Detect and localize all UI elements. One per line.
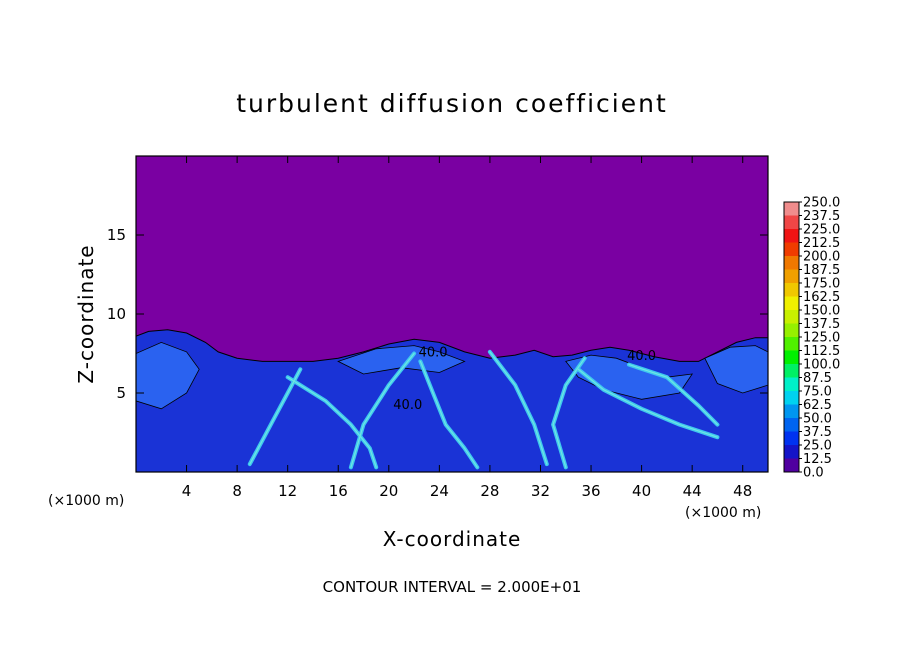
x-tick-label: 8	[232, 482, 242, 500]
y-tick-label: 10	[107, 305, 126, 323]
x-tick-label: 20	[379, 482, 398, 500]
mid-value-region	[565, 354, 694, 400]
x-tick-label: 48	[733, 482, 752, 500]
y-axis-ticks: 5 10 15	[107, 226, 768, 402]
x-tick-label: 12	[278, 482, 297, 500]
colorbar-level-label: 87.5	[803, 371, 832, 386]
peak-value-strand	[249, 368, 301, 465]
diffusion-field	[136, 329, 768, 472]
chart-title: turbulent diffusion coefficient	[236, 89, 668, 118]
colorbar: 250.0237.5225.0212.5200.0187.5175.0162.5…	[783, 196, 840, 481]
x-tick-label: 36	[581, 482, 600, 500]
colorbar-swatch	[784, 202, 799, 216]
x-right-unit-label: (×1000 m)	[685, 505, 761, 521]
x-tick-label: 40	[632, 482, 651, 500]
colorbar-level-label: 175.0	[803, 277, 840, 292]
y-tick-label: 5	[116, 384, 126, 402]
colorbar-swatch	[784, 269, 799, 284]
x-tick-label: 24	[430, 482, 449, 500]
colorbar-swatch	[784, 431, 799, 446]
colorbar-swatch	[784, 377, 799, 392]
contour-label: 40.0	[419, 346, 448, 361]
peak-value-strand	[419, 360, 478, 468]
colorbar-swatch	[784, 256, 799, 270]
colorbar-level-label: 50.0	[803, 412, 832, 427]
colorbar-level-label: 200.0	[803, 250, 840, 265]
y-axis-label: Z-coordinate	[74, 244, 98, 383]
colorbar-swatch	[784, 283, 799, 297]
colorbar-swatch	[784, 350, 799, 365]
colorbar-level-label: 237.5	[803, 209, 840, 224]
colorbar-level-label: 62.5	[803, 398, 832, 413]
colorbar-level-label: 37.5	[803, 425, 832, 440]
colorbar-level-label: 125.0	[803, 331, 840, 346]
colorbar-level-label: 112.5	[803, 344, 840, 359]
colorbar-swatch	[784, 404, 799, 419]
colorbar-swatch	[784, 323, 799, 338]
peak-value-strand	[350, 352, 415, 468]
colorbar-swatch	[784, 391, 799, 405]
colorbar-swatch	[784, 445, 799, 459]
colorbar-swatch	[784, 310, 799, 324]
x-axis-ticks: 4 8 12 16 20 24 28 32 36 40 44 48	[182, 156, 752, 500]
peak-value-strand	[489, 351, 548, 465]
x-tick-label: 28	[480, 482, 499, 500]
x-tick-label: 44	[683, 482, 702, 500]
colorbar-swatch	[784, 296, 799, 311]
colorbar-swatch	[784, 215, 799, 230]
plot-area: 40.040.040.0 4 8 12 16 20 24 28 32 36 40 44 48 5101…	[107, 155, 769, 500]
colorbar-level-label: 250.0	[803, 196, 840, 211]
peak-value-strand	[577, 368, 718, 438]
mid-value-region	[704, 345, 768, 394]
colorbar-level-label: 12.5	[803, 452, 832, 467]
contour-label: 40.0	[393, 398, 422, 413]
colorbar-level-label: 100.0	[803, 358, 840, 373]
contour-labels: 40.0 40.0 40.0	[393, 346, 656, 413]
x-axis-label: X-coordinate	[383, 527, 522, 551]
colorbar-level-label: 0.0	[803, 466, 824, 481]
colorbar-swatch	[784, 229, 799, 243]
x-tick-label: 32	[531, 482, 550, 500]
colorbar-swatch	[784, 458, 799, 473]
contour-label: 40.0	[627, 349, 656, 364]
colorbar-swatch	[784, 418, 799, 432]
peak-value-strand	[287, 376, 377, 468]
colorbar-level-label: 25.0	[803, 439, 832, 454]
x-left-unit-label: (×1000 m)	[48, 493, 124, 509]
y-tick-label: 15	[107, 226, 126, 244]
colorbar-level-label: 75.0	[803, 385, 832, 400]
x-tick-label: 16	[329, 482, 348, 500]
mid-value-region	[136, 341, 200, 410]
colorbar-level-label: 162.5	[803, 290, 840, 305]
peak-value-strand	[552, 357, 586, 468]
colorbar-swatch	[784, 242, 799, 257]
peak-value-strand	[628, 364, 718, 426]
colorbar-level-label: 212.5	[803, 236, 840, 251]
x-tick-label: 4	[182, 482, 192, 500]
colorbar-swatch	[784, 364, 799, 378]
colorbar-level-label: 150.0	[803, 304, 840, 319]
contour-interval-text: CONTOUR INTERVAL = 2.000E+01	[323, 578, 582, 596]
colorbar-level-label: 137.5	[803, 317, 840, 332]
colorbar-level-label: 187.5	[803, 263, 840, 278]
colorbar-swatch	[784, 337, 799, 351]
mid-value-region	[337, 345, 466, 375]
colorbar-level-label: 225.0	[803, 223, 840, 238]
